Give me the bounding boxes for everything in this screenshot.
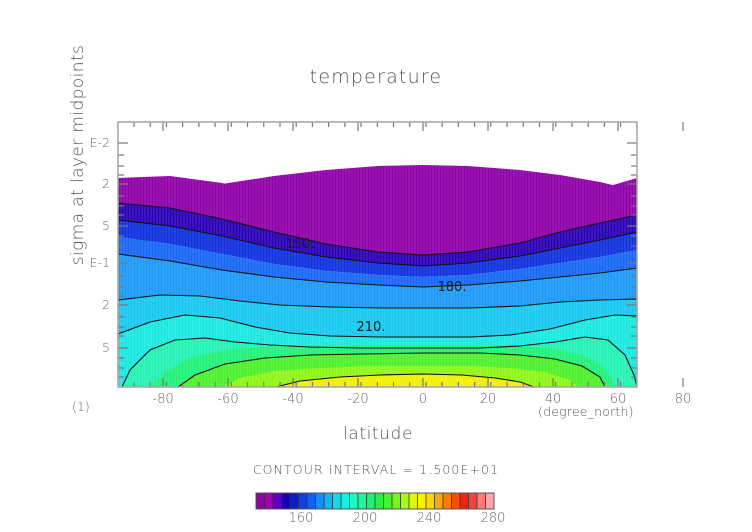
contour-line-210 bbox=[118, 314, 637, 338]
plot-title: temperature bbox=[309, 66, 443, 88]
level-label: (1) bbox=[72, 399, 90, 414]
colorbar-swatch bbox=[400, 493, 410, 509]
x-tick-label: -40 bbox=[282, 392, 304, 407]
y-tick-label: E-1 bbox=[89, 255, 110, 270]
colorbar-swatch bbox=[443, 493, 452, 509]
colorbar-swatch bbox=[273, 493, 282, 509]
colorbar-swatch bbox=[460, 493, 469, 509]
contour-line-195 bbox=[118, 294, 637, 309]
colorbar-swatch bbox=[451, 493, 461, 509]
y-tick-label: 2 bbox=[102, 297, 110, 312]
x-tick-label: -80 bbox=[152, 392, 174, 407]
colorbar-swatch bbox=[434, 493, 444, 509]
x-tick-label: -60 bbox=[217, 392, 239, 407]
x-axis-label: latitude bbox=[342, 424, 414, 444]
contour-label-150: 150. bbox=[286, 237, 315, 252]
colorbar-tick-label: 280 bbox=[480, 511, 506, 526]
colorbar-swatch bbox=[383, 493, 393, 509]
colorbar-swatch bbox=[341, 493, 350, 509]
x-tick-label: 80 bbox=[674, 392, 692, 407]
contour-line-150 bbox=[118, 202, 637, 256]
contour-label-180: 180. bbox=[438, 280, 467, 295]
colorbar-swatch bbox=[298, 493, 308, 509]
colorbar-swatch bbox=[485, 493, 495, 509]
colorbar-frame bbox=[255, 492, 495, 510]
colorbar-swatch bbox=[426, 493, 435, 509]
colorbar-swatch bbox=[366, 493, 376, 509]
contour-line-255 bbox=[275, 373, 535, 387]
band-blue-dark bbox=[118, 220, 637, 277]
contour-line-165 bbox=[118, 219, 637, 267]
contour-interval-caption: CONTOUR INTERVAL = 1.500E+01 bbox=[252, 462, 500, 477]
colorbar-swatch bbox=[256, 493, 265, 509]
colorbar-swatch bbox=[324, 493, 333, 509]
colorbar-swatch bbox=[468, 493, 478, 509]
y-tick-label: 5 bbox=[102, 218, 110, 233]
colorbar-tick-label: 200 bbox=[352, 511, 378, 526]
colorbar-swatch bbox=[409, 493, 418, 509]
contour-fill-bands bbox=[118, 165, 637, 387]
colorbar-tick-label: 240 bbox=[416, 511, 442, 526]
x-tick-label: 40 bbox=[544, 392, 562, 407]
band-navy bbox=[118, 203, 637, 266]
colorbar-tick-label: 160 bbox=[288, 511, 314, 526]
contour-line-240 bbox=[177, 352, 606, 387]
y-tick-label: E-2 bbox=[89, 135, 110, 150]
band-blue-mid bbox=[118, 237, 637, 287]
x-tick-label: -20 bbox=[347, 392, 369, 407]
x-tick-label: 60 bbox=[609, 392, 627, 407]
x-axis-units: (degree_north) bbox=[538, 404, 634, 419]
colorbar-swatches bbox=[256, 493, 495, 509]
colorbar-swatch bbox=[264, 493, 274, 509]
x-tick-label: 0 bbox=[418, 392, 428, 407]
colorbar-swatch bbox=[358, 493, 367, 509]
contour-line-180 bbox=[118, 253, 637, 288]
y-tick-label: 5 bbox=[102, 340, 110, 355]
contour-line-225 bbox=[121, 336, 637, 387]
colorbar-swatch bbox=[417, 493, 427, 509]
colorbar-swatch bbox=[332, 493, 342, 509]
colorbar-swatch bbox=[392, 493, 401, 509]
axis-ticks bbox=[118, 122, 684, 387]
colorbar-swatch bbox=[281, 493, 291, 509]
colorbar-swatch bbox=[477, 493, 486, 509]
contour-line-labels: 150. 180. 210. bbox=[286, 237, 467, 335]
colorbar-swatch bbox=[315, 493, 325, 509]
band-purple-upper bbox=[118, 176, 637, 255]
colorbar-swatch bbox=[290, 493, 299, 509]
colorbar-swatch bbox=[349, 493, 359, 509]
plot-frame bbox=[117, 121, 638, 388]
colorbar-swatch bbox=[375, 493, 384, 509]
contour-label-210: 210. bbox=[357, 320, 386, 335]
x-tick-label: 20 bbox=[479, 392, 497, 407]
colorbar-swatch bbox=[307, 493, 316, 509]
contour-lines bbox=[118, 202, 637, 387]
y-tick-label: 2 bbox=[102, 176, 110, 191]
